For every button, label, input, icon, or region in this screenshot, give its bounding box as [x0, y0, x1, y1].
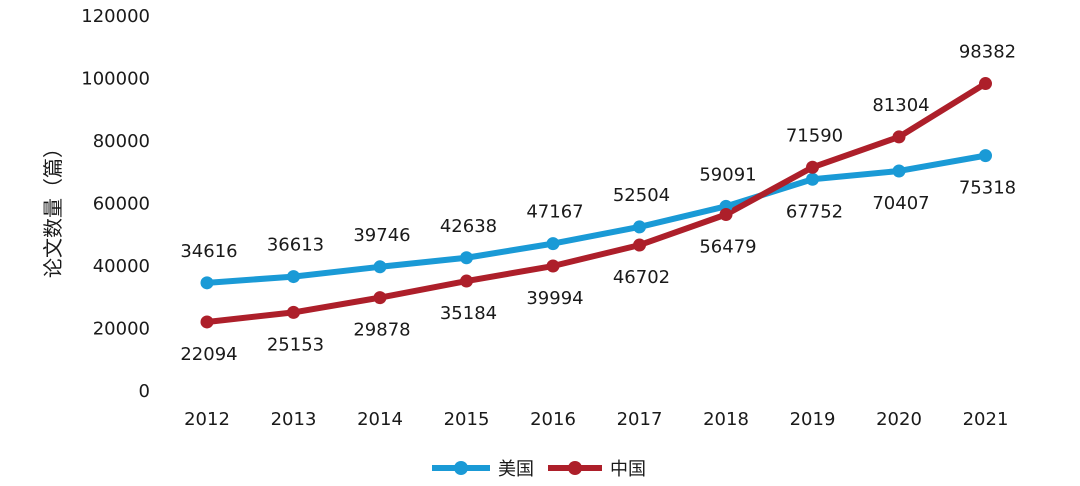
series-line-1 — [204, 80, 989, 325]
x-tick-label: 2019 — [790, 409, 836, 430]
x-axis: 2012 2013 2014 2015 2016 2017 2018 2019 2020 2021 — [184, 409, 1008, 430]
series-points — [200, 77, 992, 329]
x-tick-label: 2014 — [357, 409, 403, 430]
data-label: 39746 — [353, 225, 410, 246]
data-point — [806, 172, 819, 186]
x-tick-label: 2020 — [876, 409, 922, 430]
data-label: 52504 — [613, 185, 670, 206]
data-point — [460, 251, 473, 265]
y-tick-label: 60000 — [93, 194, 150, 215]
data-point — [806, 160, 819, 174]
data-label: 56479 — [699, 237, 756, 258]
data-point — [719, 208, 733, 222]
data-label: 34616 — [180, 241, 237, 262]
series-line-0 — [204, 152, 989, 286]
data-label: 81304 — [872, 95, 929, 116]
data-point — [373, 260, 387, 274]
x-tick-label: 2013 — [271, 409, 317, 430]
x-tick-label: 2018 — [703, 409, 749, 430]
data-label: 70407 — [872, 193, 929, 214]
legend-marker — [454, 461, 468, 475]
x-tick-label: 2016 — [530, 409, 576, 430]
data-point — [546, 237, 560, 251]
data-point — [287, 270, 300, 284]
data-label: 71590 — [786, 125, 843, 146]
data-point — [373, 291, 387, 305]
legend-item-1: 中国 — [548, 459, 646, 480]
y-axis: 0 20000 40000 60000 80000 100000 120000 — [81, 6, 150, 402]
data-point — [546, 259, 560, 273]
y-tick-label: 0 — [139, 381, 150, 402]
data-point — [200, 276, 214, 290]
data-point — [200, 315, 214, 329]
y-tick-label: 120000 — [81, 6, 150, 27]
series-lines — [204, 80, 989, 325]
data-point — [460, 274, 473, 288]
data-point — [633, 238, 646, 252]
data-label: 75318 — [959, 178, 1016, 199]
data-point — [979, 149, 992, 163]
legend-label: 美国 — [498, 459, 534, 480]
data-label: 39994 — [526, 288, 583, 309]
data-point — [979, 77, 992, 91]
data-label: 98382 — [959, 42, 1016, 63]
y-tick-label: 40000 — [93, 256, 150, 277]
data-label: 42638 — [440, 216, 497, 237]
x-tick-label: 2012 — [184, 409, 230, 430]
data-label: 22094 — [180, 344, 237, 365]
y-tick-label: 100000 — [81, 69, 150, 90]
data-label: 59091 — [699, 164, 756, 185]
data-label: 67752 — [786, 201, 843, 222]
data-label: 29878 — [353, 320, 410, 341]
data-label: 46702 — [613, 267, 670, 288]
legend: 美国 中国 — [432, 459, 646, 480]
data-labels: 34616 36613 39746 42638 47167 52504 59091 67752… — [180, 42, 1016, 365]
x-tick-label: 2017 — [617, 409, 663, 430]
legend-marker — [568, 461, 582, 475]
y-tick-label: 20000 — [93, 319, 150, 340]
data-point — [892, 164, 906, 178]
x-tick-label: 2021 — [963, 409, 1009, 430]
y-tick-label: 80000 — [93, 131, 150, 152]
legend-label: 中国 — [610, 459, 646, 480]
data-label: 36613 — [267, 235, 324, 256]
legend-item-0: 美国 — [432, 459, 534, 480]
data-point — [287, 305, 300, 319]
data-label: 35184 — [440, 303, 497, 324]
y-axis-title: 论文数量（篇） — [41, 138, 65, 278]
x-tick-label: 2015 — [444, 409, 490, 430]
data-point — [892, 130, 906, 144]
data-label: 25153 — [267, 334, 324, 355]
data-label: 47167 — [526, 202, 583, 223]
data-point — [633, 220, 646, 234]
